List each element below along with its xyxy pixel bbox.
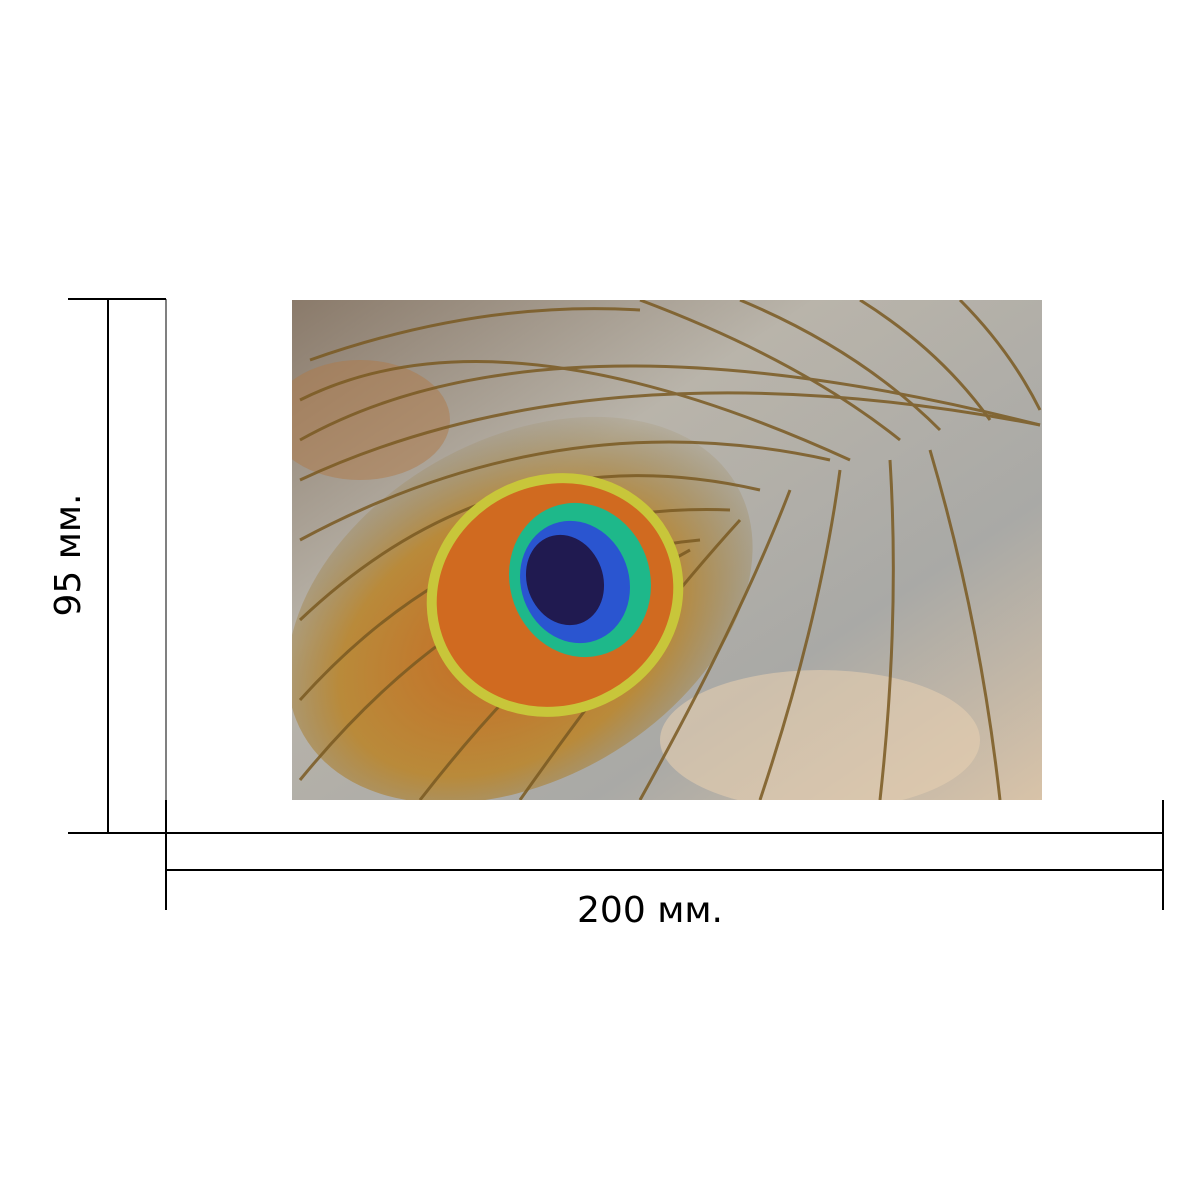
product-photo xyxy=(292,300,1042,800)
width-label: 200 мм. xyxy=(577,890,723,931)
height-dimension: 95 мм. xyxy=(48,298,167,834)
width-dimension: 200 мм. xyxy=(165,800,1164,931)
height-label: 95 мм. xyxy=(48,493,89,616)
